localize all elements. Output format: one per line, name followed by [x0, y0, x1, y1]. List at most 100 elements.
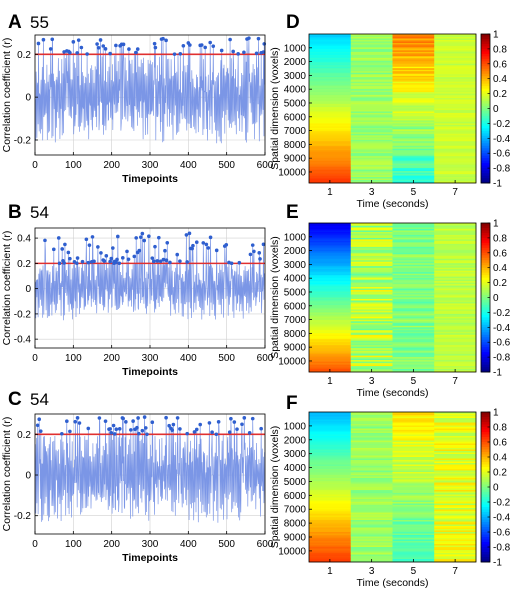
heatmap-cell — [434, 129, 477, 132]
heatmap-cell — [392, 177, 435, 179]
colorbar-tick-label: 0.2 — [493, 468, 507, 479]
heatmap-cell — [392, 132, 435, 135]
peak-marker — [224, 242, 229, 247]
heatmap-cell — [392, 54, 435, 57]
heatmap-cell — [434, 352, 477, 355]
heatmap-cell — [350, 174, 393, 176]
heatmap-cell — [392, 533, 435, 536]
heatmap-cell — [309, 160, 352, 163]
heatmap-cell — [434, 427, 477, 429]
heatmap-cell — [350, 511, 393, 513]
heatmap-cell — [309, 307, 352, 310]
peak-marker — [204, 242, 209, 247]
heatmap-cell — [350, 156, 393, 158]
heatmap-cell — [434, 358, 477, 361]
y-tick-label: 3000 — [284, 71, 307, 82]
peak-marker — [248, 252, 253, 257]
heatmap-cell — [309, 310, 352, 313]
y-tick-label: 8000 — [284, 329, 307, 340]
heatmap-cell — [392, 240, 435, 243]
y-tick-label: 8000 — [284, 140, 307, 151]
peak-marker — [56, 236, 61, 240]
heatmap-cell — [309, 87, 352, 90]
colorbar-tick-label: 0.4 — [493, 453, 507, 464]
heatmap-cell — [434, 550, 477, 552]
y-tick-label: 9000 — [284, 343, 307, 354]
heatmap-cell — [392, 304, 435, 307]
colorbar-segment — [481, 86, 490, 90]
heatmap-cell — [350, 527, 393, 530]
heatmap-cell — [350, 418, 393, 420]
heatmap-cell — [350, 290, 393, 292]
heatmap-cell — [392, 339, 435, 342]
colorbar-tick-label: -0.4 — [493, 134, 511, 145]
colorbar-segment — [481, 364, 490, 368]
heatmap-cell — [309, 442, 352, 444]
peak-marker — [134, 236, 138, 240]
heatmap-cell — [434, 162, 477, 164]
heatmap-cell — [434, 258, 477, 261]
heatmap-cell — [392, 51, 435, 54]
heatmap-cell — [350, 316, 393, 319]
heatmap-cell — [434, 56, 477, 59]
y-axis-label: Correlation coefficient (r) — [1, 231, 13, 346]
heatmap-cell — [392, 42, 435, 45]
heatmap-cell — [434, 285, 477, 288]
heatmap-cell — [309, 107, 352, 109]
heatmap-cell — [434, 333, 477, 336]
heatmap-cell — [350, 72, 393, 75]
heatmap-cell — [434, 166, 477, 169]
heatmap-cell — [309, 44, 352, 47]
colorbar-segment — [481, 170, 490, 174]
heatmap-cell — [392, 316, 435, 319]
x-tick-label: 5 — [411, 566, 417, 577]
colorbar-segment — [481, 439, 490, 443]
colorbar-segment — [481, 148, 490, 152]
heatmap-cell — [350, 508, 393, 510]
heatmap-cell — [434, 463, 477, 465]
peak-marker — [164, 258, 169, 263]
y-tick-label: 1000 — [284, 421, 307, 432]
heatmap-cell — [309, 162, 352, 164]
heatmap-cell — [392, 301, 435, 304]
heatmap-cell — [392, 499, 435, 501]
heatmap-cell — [392, 433, 435, 435]
x-tick-label: 1 — [327, 187, 333, 198]
heatmap-cell — [434, 419, 477, 422]
heatmap-cell — [309, 493, 352, 495]
colorbar-tick-label: 0.6 — [493, 59, 507, 70]
heatmap-cell — [350, 177, 393, 179]
heatmap-cell — [350, 439, 393, 441]
heatmap-cell — [350, 136, 393, 139]
colorbar-segment — [481, 180, 490, 184]
heatmap-cell — [392, 478, 435, 480]
heatmap-cell — [350, 445, 393, 447]
colorbar-segment — [481, 417, 490, 420]
x-tick-label: 300 — [142, 539, 159, 550]
heatmap-cell — [434, 68, 477, 71]
colorbar-segment — [481, 133, 490, 137]
heatmap-cell — [350, 297, 393, 300]
heatmap-cell — [350, 120, 393, 123]
colorbar-tick-label: -0.8 — [493, 543, 511, 554]
heatmap-cell — [434, 493, 477, 495]
panel-count: 54 — [30, 203, 49, 222]
y-tick-label: 6000 — [284, 112, 307, 123]
heatmap-cell — [350, 442, 393, 444]
colorbar-tick-label: -1 — [493, 558, 502, 569]
heatmap-cell — [434, 512, 477, 515]
heatmap-cell — [392, 421, 435, 423]
heatmap-cell — [392, 109, 435, 112]
heatmap-cell — [392, 464, 435, 467]
heatmap-cell — [350, 153, 393, 155]
heatmap-cell — [309, 331, 352, 334]
heatmap-cell — [434, 270, 477, 273]
heatmap-cell — [434, 469, 477, 471]
heatmap-cell — [392, 502, 435, 504]
heatmap-cell — [392, 121, 435, 124]
peak-marker — [147, 234, 151, 239]
heatmap-cell — [350, 63, 393, 66]
heatmap-cell — [350, 230, 393, 233]
heatmap-cell — [350, 75, 393, 78]
heatmap-cell — [350, 80, 393, 82]
